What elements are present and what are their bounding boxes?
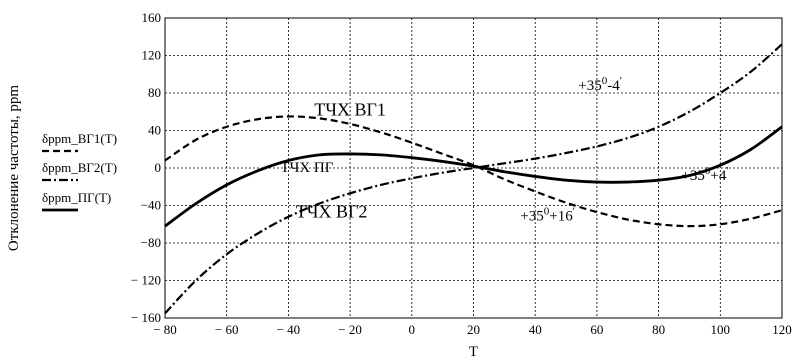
grid (165, 18, 782, 318)
x-tick-label: − 60 (215, 322, 239, 337)
y-tick-label: 120 (142, 48, 162, 63)
angle-annotation: +350-4' (578, 75, 621, 94)
x-tick-label: 40 (529, 322, 542, 337)
plot-frame (164, 17, 783, 319)
curve-annotation: ТЧХ ВГ1 (314, 100, 386, 120)
x-tick-labels: − 80 − 60 − 40 − 20 0 20 40 60 80 100 120 (153, 322, 792, 337)
legend: δppm_ВГ1(T) δppm_ВГ2(T) δppm_ПГ(T) (42, 131, 117, 212)
x-tick-label: − 40 (277, 322, 301, 337)
y-tick-label: 0 (155, 160, 162, 175)
x-tick-label: 120 (772, 322, 792, 337)
y-tick-label: 80 (148, 85, 161, 100)
series-line-3 (164, 125, 783, 228)
legend-label: δppm_ПГ(T) (42, 190, 111, 205)
x-axis-title: T (469, 344, 478, 360)
annotations: ТЧХ ВГ1 ТЧХ ПГ ТЧХ ВГ2 +350-4' +350+4' +350+1… (280, 75, 728, 224)
y-tick-label: 40 (148, 123, 161, 138)
y-tick-label: 160 (142, 10, 162, 25)
x-tick-label: 20 (467, 322, 480, 337)
legend-label: δppm_ВГ2(T) (42, 160, 117, 175)
y-axis-title: Отклонение частоты, ppm (6, 85, 22, 251)
x-tick-label: − 80 (153, 322, 177, 337)
x-tick-label: 60 (590, 322, 603, 337)
angle-annotation: +350+16' (520, 206, 574, 225)
x-tick-label: 0 (409, 322, 416, 337)
curve-annotation: ТЧХ ПГ (280, 160, 333, 176)
x-tick-label: − 20 (338, 322, 362, 337)
curve-annotation: ТЧХ ВГ2 (296, 202, 368, 222)
y-tick-label: − 160 (131, 310, 161, 325)
legend-label: δppm_ВГ1(T) (42, 131, 117, 146)
x-tick-label: 100 (711, 322, 731, 337)
y-tick-label: −80 (141, 235, 161, 250)
y-tick-label: −40 (141, 198, 161, 213)
series-line-2 (164, 43, 783, 315)
y-tick-label: − 120 (131, 273, 161, 288)
x-tick-label: 80 (652, 322, 665, 337)
y-tick-labels: 160 120 80 40 0 −40 −80 − 120 − 160 (131, 10, 161, 325)
angle-annotation: +350+4' (681, 165, 728, 184)
series-layer (164, 43, 783, 315)
